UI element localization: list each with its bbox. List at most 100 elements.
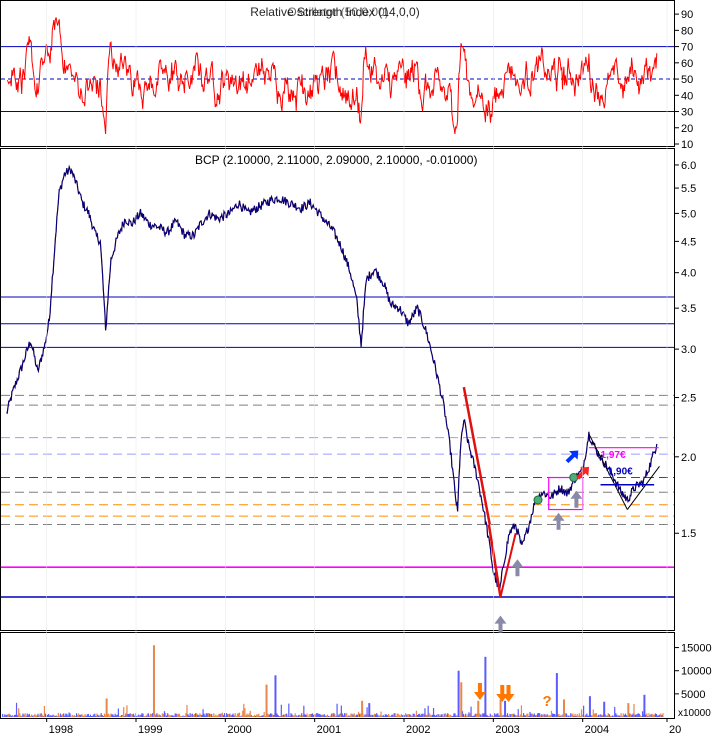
volume-bar [515, 715, 517, 717]
volume-bar [148, 715, 151, 717]
volume-bar [75, 713, 78, 717]
volume-bar [92, 715, 94, 717]
volume-bar [112, 714, 114, 717]
x-tick-label: 2001 [317, 724, 341, 736]
volume-bar [186, 704, 188, 717]
volume-bar [101, 715, 103, 717]
volume-bar [381, 716, 383, 717]
volume-bar [316, 713, 318, 717]
volume-bar [598, 714, 600, 717]
volume-bar [525, 715, 527, 717]
x-tick-label: 20 [669, 724, 681, 736]
volume-bar [35, 714, 37, 717]
volume-bar [51, 715, 53, 717]
volume-bar [309, 714, 311, 717]
volume-bar [334, 714, 336, 717]
y-tick-label: 3.0 [681, 344, 696, 356]
volume-bar [18, 708, 20, 717]
y-tick-label: 6.0 [681, 160, 696, 172]
volume-bar [412, 713, 414, 717]
volume-bar [279, 715, 281, 717]
volume-bar [200, 714, 202, 717]
volume-bar [167, 713, 169, 717]
volume-bar [6, 714, 8, 717]
volume-bar [375, 714, 377, 717]
volume-bar [235, 716, 237, 717]
volume-bar [511, 713, 513, 717]
volume-bar [57, 712, 59, 717]
volume-bar [369, 715, 371, 717]
volume-bar [494, 713, 496, 717]
volume-bar [577, 715, 579, 717]
volume-spike [603, 701, 606, 717]
volume-bar [280, 704, 282, 717]
volume-bar [216, 716, 218, 717]
volume-bar [130, 714, 132, 717]
volume-bar [415, 710, 417, 717]
volume-bar [48, 713, 50, 717]
volume-bar [245, 715, 247, 717]
volume-bar [326, 714, 329, 717]
x-tick-label: 2000 [227, 724, 251, 736]
volume-bar [286, 713, 288, 717]
volume-bar [189, 713, 191, 717]
volume-bar [466, 715, 468, 717]
volume-bar [410, 714, 412, 717]
volume-bar [292, 715, 294, 717]
volume-bar [256, 714, 258, 717]
volume-bar [363, 715, 365, 717]
volume-bar [482, 713, 484, 717]
volume-bar [131, 714, 133, 717]
volume-bar [555, 714, 557, 717]
volume-spike [477, 700, 480, 717]
volume-bar [190, 714, 192, 717]
volume-bar [559, 715, 561, 717]
y-tick-label: 2.5 [681, 393, 696, 405]
volume-bar [95, 715, 97, 717]
volume-bar [59, 713, 62, 717]
volume-bar [431, 714, 434, 717]
volume-bar [630, 713, 632, 717]
volume-bar [174, 713, 176, 717]
uptrend-line [499, 533, 517, 598]
volume-bar [621, 715, 623, 717]
volume-bar [201, 714, 203, 717]
volume-bar [113, 715, 115, 717]
volume-bar [290, 713, 292, 717]
volume-bar [346, 713, 348, 717]
volume-bar [184, 716, 186, 717]
volume-bar [571, 714, 573, 717]
volume-bar [633, 703, 635, 717]
volume-bar [291, 714, 293, 717]
price-horizontal-levels [1, 296, 674, 598]
volume-spike [361, 700, 364, 717]
volume-bar [178, 713, 181, 717]
y-tick-label: 1.5 [681, 528, 696, 540]
volume-bar [231, 714, 233, 717]
volume-bar [574, 713, 576, 717]
volume-bar [464, 715, 466, 717]
volume-bar [218, 713, 220, 717]
volume-bar [535, 714, 538, 717]
volume-bar [83, 715, 85, 717]
volume-spike [484, 656, 487, 717]
volume-bar [166, 715, 168, 717]
volume-bar [85, 715, 87, 717]
volume-bar [271, 713, 273, 717]
volume-bar [507, 715, 510, 717]
volume-bar [24, 713, 26, 717]
volume-bar [221, 712, 223, 717]
volume-bar [36, 715, 38, 717]
volume-bar [469, 713, 471, 717]
volume-bar [440, 714, 442, 717]
volume-bar [137, 715, 139, 717]
volume-bar [578, 713, 580, 717]
y-tick-label: 10 [681, 139, 693, 151]
volume-bar [300, 715, 302, 717]
x-tick-label: 2002 [406, 724, 430, 736]
volume-bar [659, 714, 661, 717]
volume-bar [497, 713, 499, 717]
volume-bar [373, 713, 376, 717]
volume-bar [241, 715, 243, 717]
volume-bar [656, 715, 659, 717]
